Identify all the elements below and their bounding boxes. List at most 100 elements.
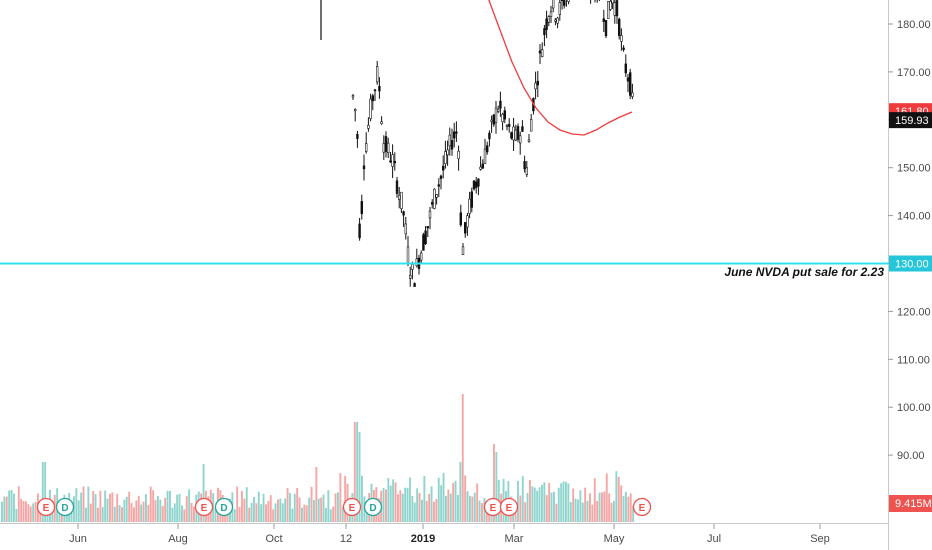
volume-bar: [171, 507, 174, 522]
volume-bar: [524, 502, 527, 522]
candle: [483, 138, 487, 164]
volume-bar: [147, 504, 150, 522]
candle: [428, 207, 432, 230]
volume-bar: [430, 486, 433, 522]
volume-bar: [277, 499, 279, 522]
x-tick-label: 2019: [411, 533, 435, 545]
candle: [419, 250, 423, 264]
volume-bar: [123, 499, 126, 522]
svg-text:D: D: [369, 503, 376, 514]
volume-bar: [476, 483, 479, 522]
volume-bar: [272, 509, 275, 522]
candle: [382, 135, 385, 160]
volume-bar: [262, 493, 265, 522]
volume-bar: [589, 493, 591, 522]
candle: [378, 77, 381, 99]
volume-bar: [545, 495, 548, 522]
y-tick-label: 90.00: [897, 450, 925, 462]
volume-bar: [142, 501, 145, 522]
volume-bar: [202, 464, 205, 522]
dividend-event-icon[interactable]: D: [214, 497, 234, 517]
volume-bar: [337, 492, 339, 522]
volume-bar: [111, 492, 114, 522]
volume-bar: [605, 473, 608, 522]
candle: [461, 243, 465, 256]
candle: [466, 212, 469, 236]
candle: [389, 151, 392, 164]
candle: [507, 118, 511, 133]
volume-bar: [3, 496, 6, 522]
volume-bar: [233, 509, 236, 522]
volume-bar: [214, 507, 217, 522]
volume-bar: [495, 452, 498, 522]
volume-bar: [610, 502, 613, 522]
candle: [402, 210, 405, 227]
volume-bar: [397, 494, 399, 522]
earnings-event-icon[interactable]: E: [194, 497, 214, 517]
candle: [450, 128, 454, 156]
volume-bar: [622, 495, 625, 522]
candle: [490, 115, 493, 133]
candle: [499, 91, 502, 117]
volume-bar: [101, 507, 104, 522]
candle: [496, 105, 500, 114]
dividend-event-icon[interactable]: D: [363, 497, 383, 517]
earnings-event-icon[interactable]: E: [342, 497, 362, 517]
volume-bar: [133, 507, 135, 522]
volume-bar: [620, 485, 623, 522]
volume-bar: [399, 490, 402, 522]
volume-bar: [517, 480, 519, 522]
candle: [565, 0, 567, 7]
candle: [358, 217, 361, 241]
candle: [628, 68, 632, 100]
candle: [437, 178, 440, 198]
volume-bar: [601, 492, 603, 522]
earnings-event-icon[interactable]: E: [36, 497, 56, 517]
candle: [384, 131, 388, 158]
candle: [455, 121, 458, 142]
volume-bar: [459, 462, 462, 522]
y-tick-label: 120.00: [897, 306, 931, 318]
volume-bar: [596, 501, 599, 522]
candle: [622, 45, 625, 52]
candle: [433, 188, 436, 210]
volume-bar: [548, 482, 551, 522]
candle: [441, 155, 445, 179]
dividend-event-icon[interactable]: D: [55, 497, 75, 517]
candle: [395, 176, 399, 198]
candle: [397, 186, 401, 209]
volume-bar: [325, 507, 327, 522]
volume-bar: [519, 495, 522, 522]
volume-bar: [464, 475, 467, 522]
volume-bar: [317, 498, 320, 522]
volume-bar: [423, 475, 426, 522]
price-tag: 130.00: [889, 255, 932, 272]
candle: [353, 108, 357, 122]
volume-bar: [97, 507, 99, 522]
volume-bar: [613, 500, 615, 522]
earnings-event-icon[interactable]: E: [483, 497, 503, 517]
candle: [611, 0, 614, 10]
candle: [472, 179, 476, 191]
volume-bar: [627, 496, 630, 522]
volume-bar: [562, 481, 565, 522]
volume-bar: [555, 503, 558, 522]
volume-bar: [382, 487, 385, 522]
x-axis[interactable]: Jun Aug Oct 12 2019 Mar May Jul Sep: [69, 524, 830, 545]
volume-bar: [483, 498, 486, 522]
earnings-event-icon[interactable]: E: [632, 497, 652, 517]
earnings-event-icon[interactable]: E: [499, 497, 519, 517]
candle: [408, 266, 412, 287]
volume-bar: [457, 495, 459, 522]
candle: [529, 113, 533, 132]
volume-bar: [243, 498, 246, 522]
candle: [375, 60, 379, 85]
volume-bar: [257, 491, 260, 522]
candle: [540, 42, 544, 58]
volume-bar: [193, 506, 195, 522]
volume-bar: [92, 491, 95, 522]
volume-bar: [392, 479, 395, 522]
candle: [501, 112, 504, 131]
candle: [516, 123, 520, 143]
